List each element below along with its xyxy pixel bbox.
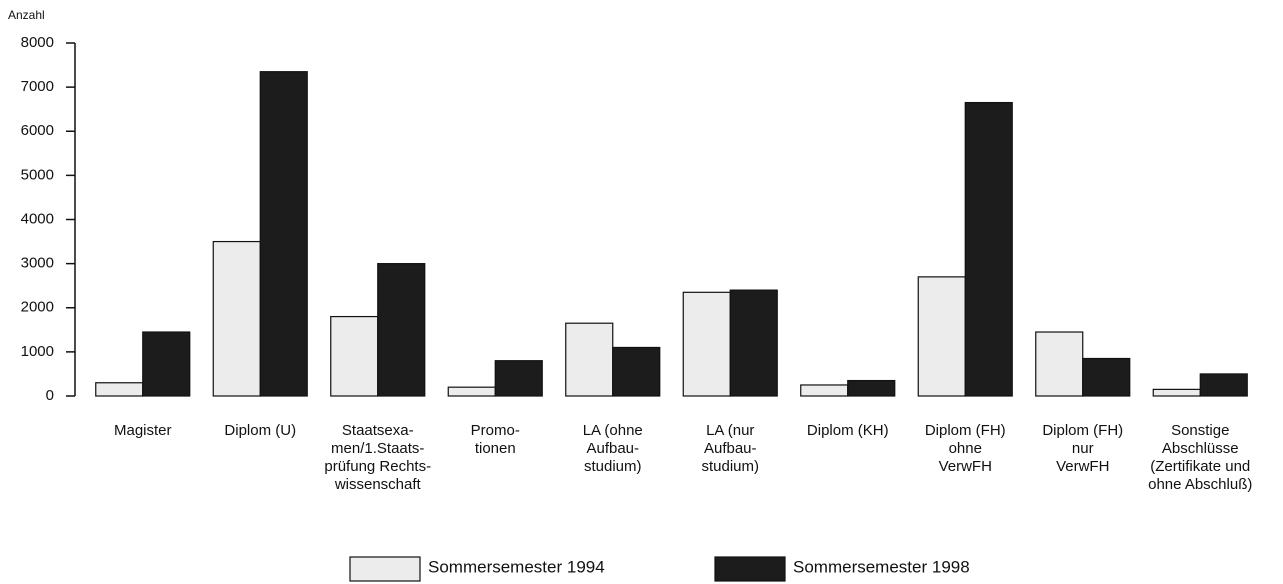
x-tick-label: VerwFH	[939, 458, 992, 475]
bar	[212, 240, 261, 397]
bar	[1035, 331, 1084, 397]
y-tick-label: 2000	[21, 299, 54, 316]
y-tick-label: 4000	[21, 210, 54, 227]
y-tick-label: 0	[46, 387, 54, 404]
x-tick-label: men/1.Staats-	[331, 440, 424, 457]
y-tick-label: 5000	[21, 166, 54, 183]
bar	[377, 263, 426, 397]
x-tick-label: Diplom (KH)	[807, 422, 889, 439]
bar	[800, 384, 849, 397]
x-tick-label: nur	[1072, 440, 1094, 457]
x-tick-label: studium)	[701, 458, 759, 475]
y-tick-label: 8000	[21, 34, 54, 51]
x-tick-label: Diplom (FH)	[1042, 422, 1123, 439]
legend-label: Sommersemester 1998	[793, 557, 970, 576]
x-tick-label: prüfung Rechts-	[324, 458, 431, 475]
y-tick-label: 6000	[21, 122, 54, 139]
x-tick-label: Staatsexa-	[342, 422, 414, 439]
x-tick-label: Sonstige	[1171, 422, 1229, 439]
x-tick-label: Magister	[114, 422, 172, 439]
x-tick-label: Diplom (FH)	[925, 422, 1006, 439]
x-tick-label: ohne Abschluß)	[1148, 476, 1252, 493]
legend-label: Sommersemester 1994	[428, 557, 605, 576]
x-tick-label: LA (ohne	[583, 422, 643, 439]
bar	[565, 322, 614, 397]
bar	[1199, 373, 1248, 397]
legend-swatch	[714, 556, 786, 582]
x-tick-label: Promo-	[471, 422, 520, 439]
bar	[729, 289, 778, 397]
x-tick-label: VerwFH	[1056, 458, 1109, 475]
x-tick-label: LA (nur	[706, 422, 754, 439]
bar	[612, 346, 661, 397]
x-tick-label: (Zertifikate und	[1150, 458, 1250, 475]
y-axis-label: Anzahl	[8, 8, 45, 22]
y-tick-label: 3000	[21, 255, 54, 272]
x-tick-label: wissenschaft	[334, 476, 422, 493]
x-tick-label: Diplom (U)	[224, 422, 296, 439]
bar	[447, 386, 496, 397]
x-tick-label: tionen	[475, 440, 516, 457]
legend-swatch	[349, 556, 421, 582]
x-tick-label: ohne	[949, 440, 982, 457]
bar	[259, 71, 308, 397]
x-tick-label: studium)	[584, 458, 642, 475]
x-tick-label: Abschlüsse	[1162, 440, 1239, 457]
bar	[95, 382, 144, 397]
bar	[682, 291, 731, 397]
bar	[1152, 388, 1201, 397]
bar	[142, 331, 191, 397]
bar	[494, 360, 543, 397]
bar	[1082, 357, 1131, 397]
bar	[917, 276, 966, 397]
bar	[847, 379, 896, 397]
x-tick-label: Aufbau-	[704, 440, 757, 457]
bar	[964, 101, 1013, 397]
bar	[330, 315, 379, 397]
y-tick-label: 1000	[21, 343, 54, 360]
x-tick-label: Aufbau-	[586, 440, 639, 457]
y-tick-label: 7000	[21, 78, 54, 95]
